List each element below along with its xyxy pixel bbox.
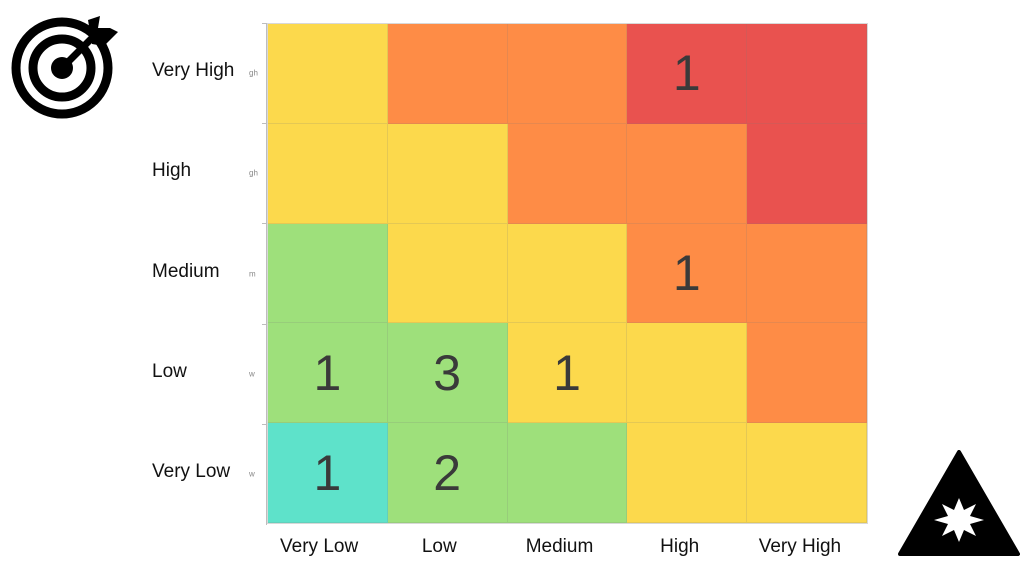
heatmap-cell: 1 [627, 24, 748, 124]
x-axis-label: Medium [525, 536, 594, 557]
heatmap-cell [747, 223, 867, 324]
y-axis-faint-label: gh [249, 68, 258, 78]
heatmap-cell [747, 323, 867, 424]
x-axis-label: Low [421, 536, 457, 557]
y-axis-line [266, 23, 267, 525]
y-axis-label: High [152, 160, 192, 182]
heatmap-cell: 1 [268, 423, 388, 523]
y-axis-label: Medium [152, 260, 220, 282]
x-axis-label: Very High [758, 536, 842, 557]
heatmap-cell [268, 123, 388, 224]
heatmap-cell: 1 [627, 223, 748, 324]
heatmap-cell: 1 [268, 323, 388, 424]
heatmap-cell [747, 423, 867, 523]
hazard-explosion-icon [898, 450, 1020, 556]
x-axis-label: High [660, 536, 700, 557]
y-axis-tick [262, 23, 267, 24]
heatmap-cell: 2 [387, 423, 508, 523]
heatmap-cell [747, 123, 867, 224]
heatmap-cell: 3 [387, 323, 508, 424]
heatmap-cell [387, 24, 508, 124]
heatmap-cell: 1 [507, 323, 628, 424]
heatmap-cell [747, 24, 867, 124]
y-axis-faint-label: w [249, 369, 255, 379]
y-axis-faint-label: gh [249, 168, 258, 178]
y-axis-tick [262, 323, 267, 325]
y-axis-tick [262, 223, 267, 225]
heatmap-cell [268, 223, 388, 324]
x-axis-label: Very Low [280, 536, 359, 557]
y-axis-faint-label: w [249, 469, 255, 479]
heatmap-cell [507, 223, 628, 324]
heatmap-cell [627, 123, 748, 224]
heatmap-cell [387, 123, 508, 224]
heatmap-cell [507, 423, 628, 523]
y-axis-faint-label: m [249, 269, 256, 278]
heatmap-cell [627, 423, 748, 523]
heatmap-cell [387, 223, 508, 324]
heatmap-cell [507, 123, 628, 224]
y-axis-tick [262, 423, 267, 425]
heatmap-cell [268, 24, 388, 124]
target-icon [11, 16, 118, 119]
y-axis-label: Very High [152, 60, 235, 82]
heatmap-cell [627, 323, 748, 424]
heatmap-cell [507, 24, 628, 124]
y-axis-label: Very Low [152, 460, 231, 482]
y-axis-label: Low [152, 360, 187, 382]
y-axis-tick [262, 123, 267, 125]
